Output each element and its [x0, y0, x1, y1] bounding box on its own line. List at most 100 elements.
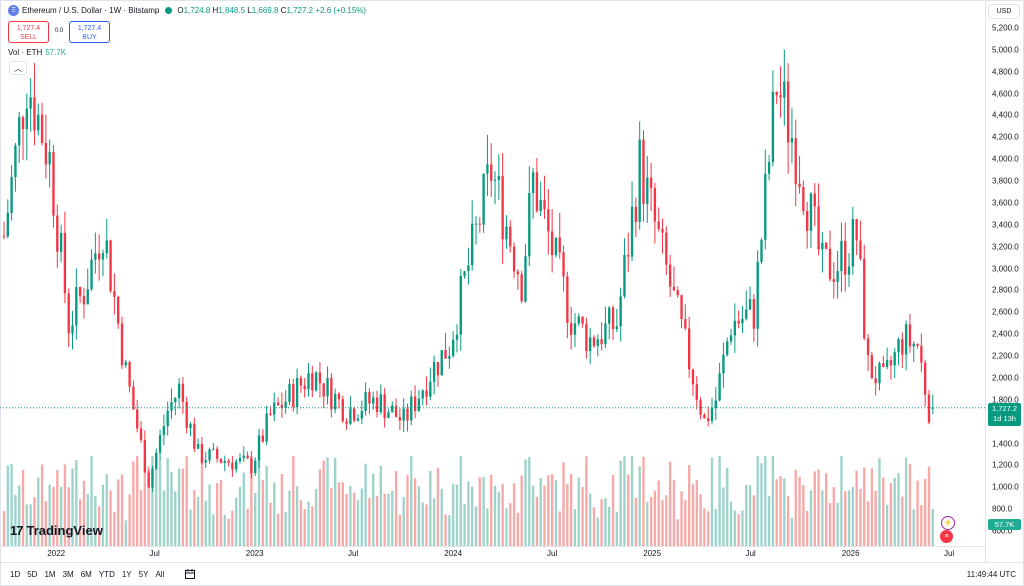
volume-bar: [29, 504, 32, 546]
candle-down: [627, 254, 630, 257]
high-label: H: [212, 6, 219, 15]
volume-bar: [840, 456, 843, 546]
volume-bar: [684, 500, 687, 546]
volume-bar: [729, 501, 733, 546]
price-tick-label: 2,200.0: [992, 351, 1019, 361]
time-tick-label: 2025: [643, 549, 662, 558]
calendar-icon[interactable]: [185, 569, 195, 579]
candle-down: [585, 323, 588, 352]
price-tick-label: 4,000.0: [992, 154, 1019, 164]
volume-bar: [314, 488, 318, 546]
time-tick-label: Jul: [943, 549, 955, 558]
symbol-legend[interactable]: Ξ Ethereum / U.S. Dollar · 1W · Bitstamp…: [8, 5, 366, 16]
time-tick-label: Jul: [547, 549, 558, 558]
volume-bar: [710, 457, 714, 546]
candle-up: [360, 410, 363, 419]
candle-up: [29, 97, 32, 109]
volume-bar: [292, 456, 295, 546]
candle-up: [836, 271, 839, 282]
candle-down: [246, 455, 249, 459]
lightning-event-icon[interactable]: ⚡: [941, 516, 955, 530]
candle-up: [623, 254, 626, 297]
volume-bar: [634, 497, 638, 546]
range-button-1d[interactable]: 1D: [10, 570, 21, 579]
volume-bar: [699, 494, 702, 546]
volume-bar: [189, 509, 192, 546]
candle-down: [200, 444, 204, 463]
candle-up: [760, 239, 763, 262]
candle-down: [136, 409, 139, 429]
sell-button[interactable]: 1,727.4 SELL: [8, 21, 49, 43]
candle-up: [295, 377, 299, 408]
candle-down: [634, 206, 638, 222]
range-button-6m[interactable]: 6M: [80, 570, 92, 579]
utc-clock[interactable]: 11:49:44 UTC: [966, 570, 1016, 579]
low-label: L: [247, 6, 252, 15]
candle-down: [665, 232, 668, 265]
collapse-legend-button[interactable]: ︿: [9, 61, 27, 75]
price-tick-label: 2,000.0: [992, 373, 1019, 383]
candlestick-chart[interactable]: [0, 0, 985, 562]
candle-up: [410, 396, 413, 421]
candle-up: [767, 162, 771, 174]
candle-down: [406, 408, 409, 421]
price-tick-label: 2,800.0: [992, 285, 1019, 295]
candle-up: [421, 390, 424, 399]
volume-bar: [337, 482, 341, 546]
candle-down: [684, 319, 687, 329]
us-flag-event-icon[interactable]: ≡: [940, 530, 953, 543]
candle-down: [786, 81, 790, 143]
buy-button[interactable]: 1,727.4 BUY: [69, 21, 110, 43]
range-button-ytd[interactable]: YTD: [98, 570, 115, 579]
candle-down: [353, 408, 356, 421]
candle-down: [261, 435, 265, 442]
range-button-1m[interactable]: 1M: [44, 570, 56, 579]
volume-bar: [410, 456, 413, 546]
currency-selector[interactable]: USD: [988, 4, 1020, 19]
volume-bar: [52, 486, 55, 546]
candle-up: [208, 449, 211, 461]
chart-plot-area[interactable]: [0, 0, 985, 562]
candle-down: [535, 172, 539, 211]
price-tick-label: 3,800.0: [992, 176, 1019, 186]
candle-up: [451, 339, 455, 357]
volume-bar: [417, 486, 421, 546]
volume-bar: [547, 474, 550, 546]
volume-bar: [543, 485, 546, 546]
volume-legend[interactable]: Vol · ETH 57.7K: [8, 48, 66, 57]
candle-up: [630, 206, 634, 257]
time-tick-label: 2024: [444, 549, 463, 558]
volume-bar: [760, 463, 763, 546]
range-button-3m[interactable]: 3M: [62, 570, 74, 579]
ethereum-logo-icon: Ξ: [8, 5, 19, 16]
tradingview-logo[interactable]: 17 TradingView: [10, 523, 103, 538]
price-axis[interactable]: [985, 0, 1024, 562]
candle-up: [471, 223, 474, 266]
time-tick-label: Jul: [745, 549, 756, 558]
volume-bar: [345, 493, 348, 546]
candle-down: [299, 377, 303, 386]
range-button-5d[interactable]: 5D: [27, 570, 38, 579]
candle-down: [775, 91, 778, 96]
volume-bar: [707, 511, 710, 546]
volume-bar: [790, 517, 794, 546]
candle-up: [212, 448, 215, 450]
close-label: C: [280, 6, 287, 15]
open-value: 1,724.8: [183, 6, 211, 15]
range-button-5y[interactable]: 5Y: [138, 570, 149, 579]
candle-down: [520, 274, 523, 302]
candle-up: [486, 164, 489, 174]
volume-bar: [448, 515, 451, 546]
volume-bar: [748, 485, 752, 546]
candle-down: [657, 221, 660, 229]
candle-down: [33, 97, 36, 131]
candle-down: [695, 384, 698, 401]
range-button-all[interactable]: All: [155, 570, 165, 579]
range-buttons: 1D 5D 1M 3M 6M YTD 1Y 5Y All: [10, 570, 164, 579]
candle-up: [467, 265, 470, 272]
volume-bar: [10, 463, 13, 546]
candle-up: [14, 145, 17, 177]
volume-bar: [836, 502, 839, 546]
symbol-title[interactable]: Ethereum / U.S. Dollar · 1W · Bitstamp: [22, 6, 160, 15]
range-button-1y[interactable]: 1Y: [121, 570, 132, 579]
